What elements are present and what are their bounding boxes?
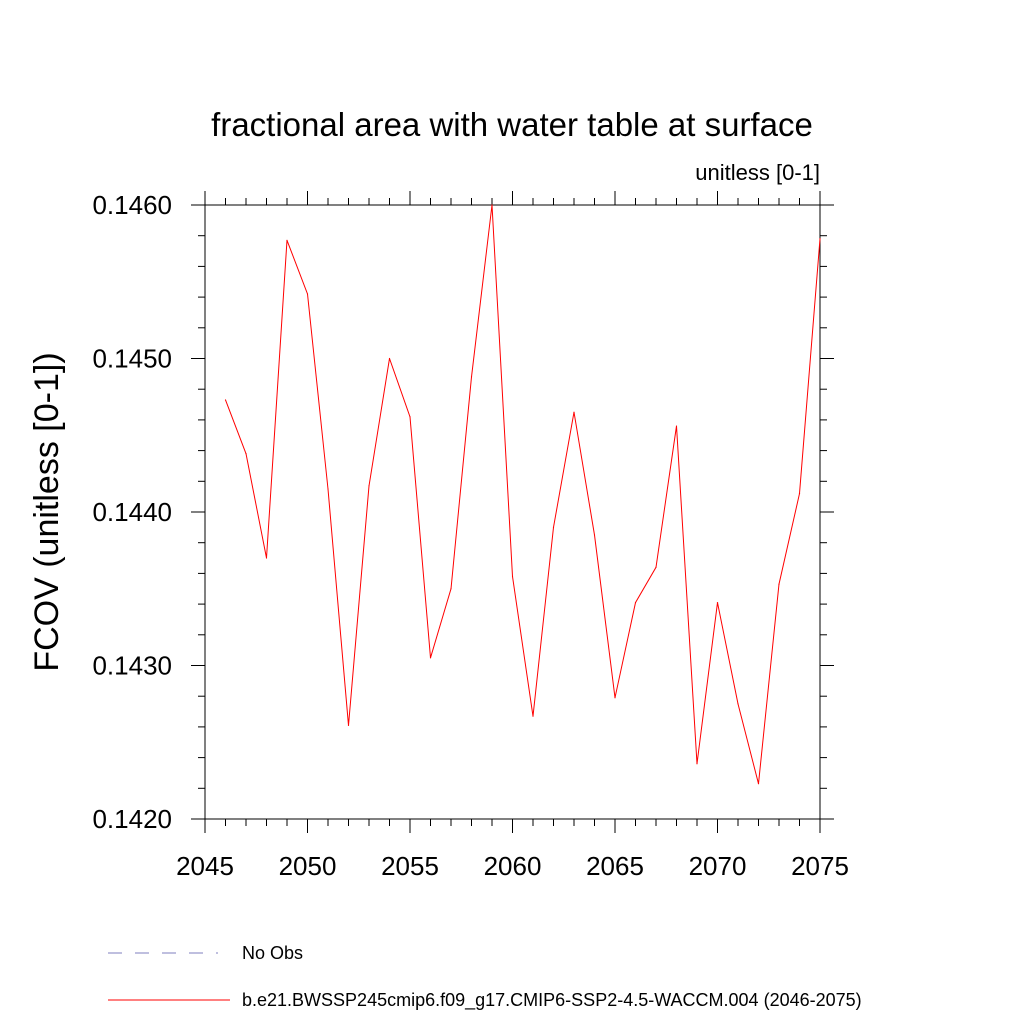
data-point bbox=[757, 783, 760, 785]
data-point bbox=[737, 703, 739, 705]
data-point bbox=[224, 399, 227, 401]
data-point bbox=[634, 601, 637, 604]
data-point bbox=[388, 357, 391, 360]
data-point bbox=[450, 588, 452, 590]
data-point bbox=[552, 526, 555, 528]
data-point bbox=[286, 239, 288, 241]
y-tick-label: 0.1430 bbox=[92, 651, 172, 681]
chart-title: fractional area with water table at surf… bbox=[211, 106, 813, 143]
legend-label-no-obs: No Obs bbox=[242, 943, 303, 963]
plot-frame bbox=[204, 204, 821, 820]
data-point bbox=[778, 583, 780, 585]
chart-subtitle: unitless [0-1] bbox=[695, 160, 820, 185]
data-point bbox=[491, 204, 493, 206]
y-tick-labels: 0.1420 0.1430 0.1440 0.1450 0.1460 bbox=[92, 190, 172, 834]
data-point bbox=[573, 411, 575, 413]
axis-ticks bbox=[191, 191, 834, 833]
data-point bbox=[675, 425, 678, 427]
legend: No Obs b.e21.BWSSP245cmip6.f09_g17.CMIP6… bbox=[108, 943, 862, 1011]
y-axis-label: FCOV (unitless [0-1]) bbox=[28, 352, 66, 671]
data-point bbox=[819, 238, 821, 240]
series-line bbox=[225, 204, 821, 784]
data-point bbox=[798, 492, 801, 495]
data-point bbox=[532, 715, 534, 717]
data-point bbox=[716, 601, 719, 604]
y-tick-label: 0.1440 bbox=[92, 497, 172, 527]
x-tick-labels: 2045 2050 2055 2060 2065 2070 2075 bbox=[176, 851, 849, 881]
data-point bbox=[347, 724, 350, 726]
x-tick-label: 2050 bbox=[279, 851, 337, 881]
y-tick-label: 0.1420 bbox=[92, 804, 172, 834]
x-tick-label: 2075 bbox=[791, 851, 849, 881]
data-point bbox=[368, 485, 370, 487]
data-point bbox=[655, 566, 657, 568]
data-point bbox=[470, 376, 473, 378]
y-tick-label: 0.1460 bbox=[92, 190, 172, 220]
data-point bbox=[511, 575, 514, 578]
data-point bbox=[327, 488, 329, 490]
data-point bbox=[593, 534, 596, 536]
x-tick-label: 2045 bbox=[176, 851, 234, 881]
data-point bbox=[245, 453, 247, 455]
data-point bbox=[409, 416, 411, 418]
x-tick-label: 2070 bbox=[689, 851, 747, 881]
legend-label-model: b.e21.BWSSP245cmip6.f09_g17.CMIP6-SSP2-4… bbox=[242, 990, 862, 1011]
x-tick-label: 2065 bbox=[586, 851, 644, 881]
x-tick-label: 2055 bbox=[381, 851, 439, 881]
data-point bbox=[429, 657, 432, 659]
y-tick-label: 0.1450 bbox=[92, 344, 172, 374]
x-tick-label: 2060 bbox=[484, 851, 542, 881]
series-group bbox=[224, 204, 821, 785]
data-point bbox=[696, 763, 698, 765]
data-point bbox=[265, 557, 268, 559]
data-point bbox=[614, 697, 616, 699]
data-point bbox=[306, 293, 309, 295]
